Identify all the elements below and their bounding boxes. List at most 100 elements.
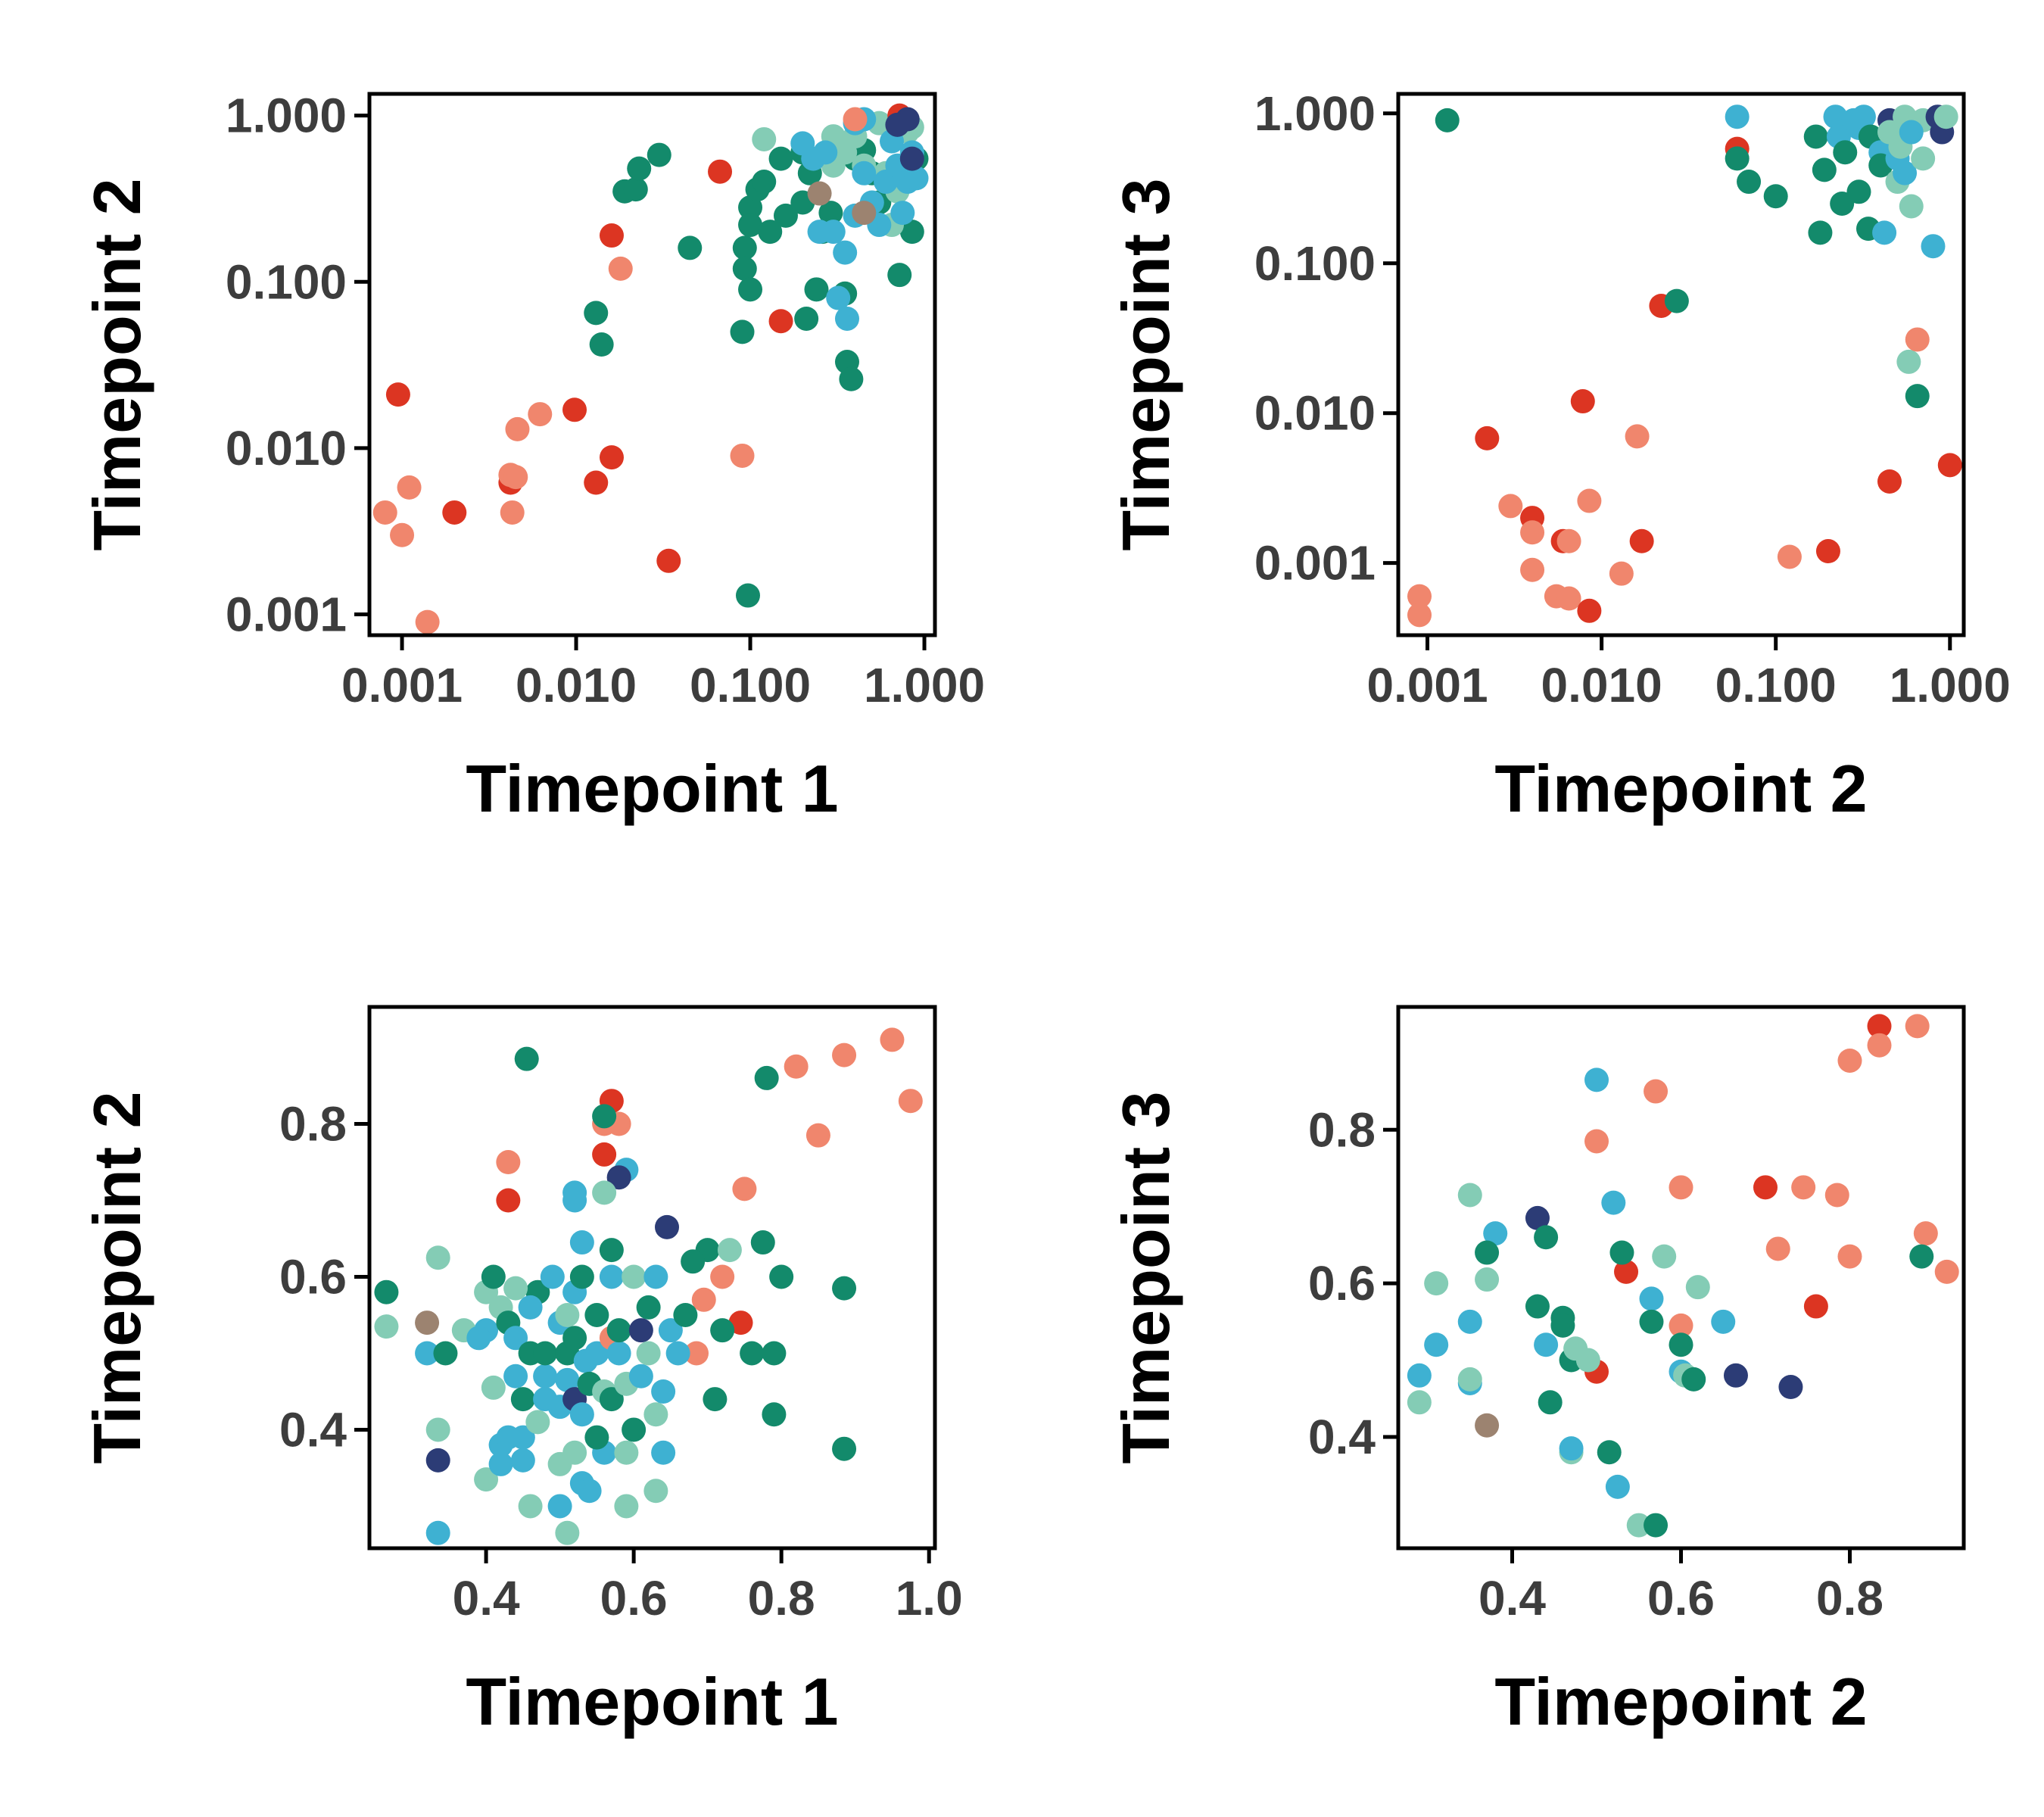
scatter-points bbox=[1407, 104, 1962, 628]
scatter-point bbox=[1913, 1221, 1938, 1246]
scatter-point bbox=[738, 277, 763, 302]
scatter-point bbox=[1846, 179, 1871, 204]
scatter-point bbox=[372, 500, 397, 525]
scatter-point bbox=[807, 181, 832, 206]
scatter-point bbox=[510, 1448, 535, 1473]
scatter-point bbox=[503, 1276, 528, 1301]
scatter-point bbox=[481, 1264, 506, 1289]
y-tick-label: 1.000 bbox=[226, 89, 347, 143]
scatter-point bbox=[1830, 191, 1855, 216]
scatter-point bbox=[1669, 1313, 1693, 1338]
scatter-point bbox=[1681, 1367, 1706, 1392]
scatter-point bbox=[1777, 544, 1802, 569]
scatter-point bbox=[643, 1264, 668, 1289]
scatter-point bbox=[577, 1479, 602, 1504]
scatter-point bbox=[1905, 1014, 1930, 1039]
y-tick-label: 0.100 bbox=[226, 254, 347, 309]
scatter-point bbox=[843, 107, 868, 132]
scatter-point bbox=[647, 142, 671, 167]
y-tick-label: 1.000 bbox=[1254, 86, 1376, 141]
scatter-point bbox=[1498, 494, 1523, 519]
scatter-point bbox=[665, 1341, 690, 1366]
scatter-point bbox=[717, 1238, 742, 1263]
scatter-point bbox=[691, 1287, 716, 1312]
scatter-point bbox=[608, 256, 633, 281]
x-tick-label: 0.6 bbox=[600, 1571, 668, 1625]
scatter-point bbox=[599, 1238, 624, 1263]
y-axis-title: Timepoint 2 bbox=[79, 1091, 154, 1463]
scatter-point bbox=[1577, 488, 1602, 513]
x-tick-label: 1.0 bbox=[896, 1571, 963, 1625]
scatter-point bbox=[1824, 1183, 1849, 1208]
scatter-point bbox=[750, 1230, 775, 1255]
scatter-point bbox=[569, 1230, 594, 1255]
scatter-point bbox=[1669, 1332, 1693, 1357]
scatter-point bbox=[1457, 1309, 1482, 1334]
scatter-point bbox=[762, 1341, 787, 1366]
scatter-point bbox=[1877, 469, 1902, 494]
scatter-point bbox=[510, 1425, 535, 1450]
scatter-point bbox=[1896, 349, 1921, 374]
scatter-point bbox=[1520, 557, 1545, 582]
scatter-point bbox=[1525, 1205, 1550, 1230]
scatter-point bbox=[832, 1043, 857, 1067]
scatter-point bbox=[533, 1341, 558, 1366]
scatter-point bbox=[1899, 194, 1924, 219]
scatter-point bbox=[592, 1104, 617, 1129]
scatter-point bbox=[1605, 1474, 1630, 1499]
scatter-point bbox=[852, 201, 877, 226]
scatter-point bbox=[1867, 1033, 1892, 1058]
scatter-point bbox=[547, 1494, 572, 1519]
scatter-point bbox=[656, 548, 681, 573]
scatter-point bbox=[813, 140, 838, 165]
scatter-point bbox=[636, 1295, 661, 1320]
scatter-point bbox=[622, 1417, 647, 1442]
scatter-point bbox=[1538, 1390, 1563, 1415]
scatter-point bbox=[1711, 1309, 1736, 1334]
plot-frame bbox=[1396, 92, 1966, 637]
x-tick-label: 0.6 bbox=[1647, 1571, 1715, 1625]
y-tick-label: 0.010 bbox=[1254, 386, 1376, 441]
scatter-point bbox=[474, 1467, 499, 1492]
scatter-point bbox=[614, 1440, 639, 1465]
scatter-point bbox=[592, 1142, 617, 1167]
scatter-point bbox=[1626, 1513, 1651, 1538]
scatter-point bbox=[1737, 170, 1762, 195]
scatter-point bbox=[505, 416, 530, 441]
scatter-point bbox=[643, 1402, 668, 1427]
scatter-point bbox=[832, 1436, 857, 1461]
scatter-point bbox=[732, 1177, 757, 1201]
scatter-point bbox=[730, 319, 755, 344]
scatter-point bbox=[1407, 1363, 1432, 1388]
scatter-point bbox=[887, 263, 912, 288]
scatter-point bbox=[832, 1276, 857, 1301]
y-tick-label: 0.8 bbox=[279, 1097, 347, 1152]
scatter-point bbox=[730, 443, 755, 468]
scatter-point bbox=[752, 170, 777, 195]
scatter-point bbox=[1556, 586, 1581, 611]
scatter-point bbox=[589, 332, 614, 357]
scatter-point bbox=[826, 285, 851, 310]
scatter-point bbox=[510, 1387, 535, 1412]
scatter-point bbox=[540, 1264, 565, 1289]
scatter-point bbox=[1934, 1259, 1959, 1284]
scatter-point bbox=[500, 500, 525, 525]
scatter-point bbox=[678, 235, 703, 260]
scatter-point bbox=[1893, 161, 1918, 185]
scatter-point bbox=[1803, 124, 1828, 149]
scatter-point bbox=[769, 1264, 794, 1289]
scatter-point bbox=[599, 1264, 624, 1289]
scatter-point bbox=[374, 1279, 399, 1304]
scatter-point bbox=[1867, 1014, 1892, 1039]
scatter-point bbox=[1407, 584, 1432, 609]
scatter-point bbox=[584, 1341, 609, 1366]
scatter-point bbox=[555, 1367, 580, 1392]
scatter-point bbox=[1575, 1348, 1600, 1373]
scatter-point bbox=[514, 1046, 539, 1071]
scatter-point bbox=[738, 213, 763, 238]
scatter-point bbox=[1723, 1363, 1748, 1388]
y-tick-label: 0.001 bbox=[226, 587, 347, 642]
scatter-point bbox=[708, 159, 733, 184]
scatter-point bbox=[622, 1264, 647, 1289]
scatter-point bbox=[673, 1302, 698, 1327]
